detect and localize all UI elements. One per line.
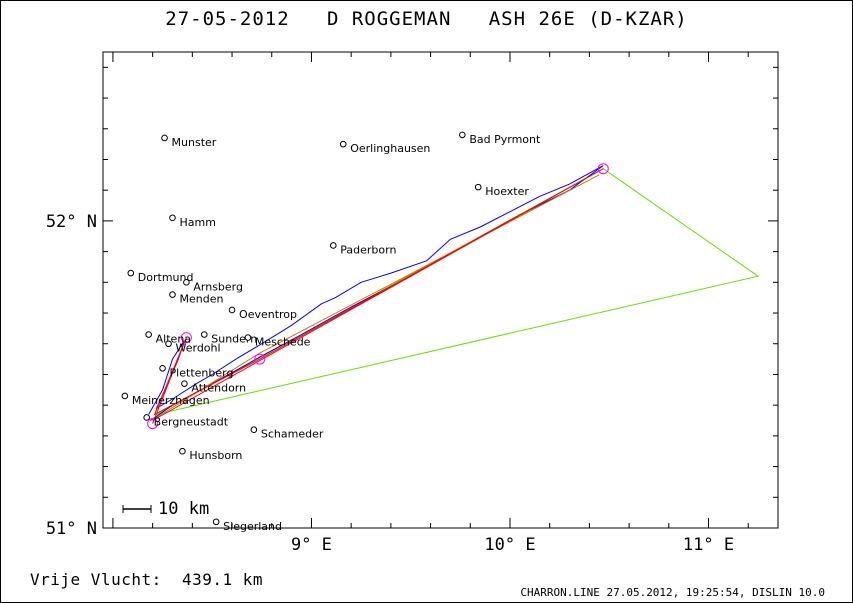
distance-value: 439.1 km: [182, 570, 264, 589]
place-label: Hamm: [179, 216, 215, 229]
place-marker: [474, 183, 482, 191]
place-marker: [121, 392, 129, 400]
x-tick-label: 9° E: [291, 535, 332, 555]
place-marker: [127, 269, 135, 277]
place-label: Schameder: [261, 428, 324, 441]
software-info: CHARRON.LINE 27.05.2012, 19:25:54, DISLI…: [520, 586, 825, 599]
place-marker: [161, 134, 168, 142]
place-label: Meschede: [255, 336, 311, 349]
place-label: Werdohl: [176, 342, 221, 355]
x-tick-label: 11° E: [683, 535, 734, 555]
place-marker: [200, 331, 208, 338]
distance-summary: Vrije Vlucht: 439.1 km: [30, 570, 263, 589]
place-label: Hoexter: [485, 185, 529, 198]
scale-bar-label: 10 km: [158, 499, 209, 519]
place-label: Attendorn: [191, 382, 246, 395]
place-label: Siegerland: [223, 520, 282, 533]
place-marker: [165, 340, 172, 348]
place-marker: [143, 414, 150, 421]
turnpoint-marker: [180, 332, 192, 344]
turnpoint-marker: [147, 418, 159, 430]
distance-label: Vrije Vlucht:: [30, 570, 162, 589]
place-label: Munster: [172, 136, 217, 149]
place-marker: [244, 334, 252, 341]
place-marker: [169, 214, 176, 222]
place-marker: [228, 306, 236, 314]
flight-title: 27-05-2012 D ROGGEMAN ASH 26E (D-KZAR): [165, 8, 688, 30]
x-tick-label: 10° E: [484, 535, 535, 555]
place-marker: [159, 365, 166, 372]
place-marker: [212, 518, 220, 526]
place-label: Oerlinghausen: [350, 142, 430, 155]
place-marker: [169, 291, 176, 298]
y-tick-label: 51° N: [46, 519, 97, 539]
place-label: Altena: [156, 333, 191, 346]
place-marker: [250, 426, 258, 434]
place-label: Meinerzhagen: [132, 394, 210, 407]
plot-frame: [102, 51, 779, 529]
place-label: Bergneustadt: [154, 415, 229, 428]
place-label: Menden: [179, 293, 223, 306]
place-marker: [329, 242, 337, 249]
place-label: Oeventrop: [239, 308, 297, 321]
place-label: Arnsberg: [193, 280, 243, 293]
place-label: Bad Pyrmont: [469, 133, 541, 146]
turnpoint-marker: [597, 163, 609, 175]
place-label: Paderborn: [340, 243, 396, 256]
turnpoint-marker: [254, 353, 266, 365]
place-marker: [183, 279, 190, 286]
place-label: Dortmund: [138, 271, 194, 284]
place-marker: [179, 447, 186, 455]
y-tick-label: 52° N: [46, 212, 97, 232]
place-marker: [145, 331, 152, 338]
place-marker: [181, 380, 188, 387]
route-line: [152, 168, 604, 424]
place-marker: [459, 131, 466, 139]
place-marker: [339, 140, 347, 148]
place-label: Plettenberg: [170, 366, 234, 379]
task-polygon: [156, 168, 760, 415]
place-label: Hunsborn: [189, 449, 242, 462]
